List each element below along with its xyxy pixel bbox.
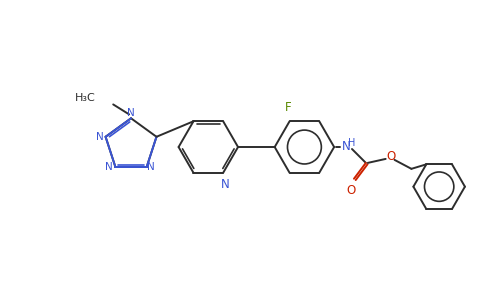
Text: H: H bbox=[348, 138, 355, 148]
Text: N: N bbox=[96, 132, 104, 142]
Text: H₃C: H₃C bbox=[75, 94, 95, 103]
Text: O: O bbox=[347, 184, 356, 197]
Text: N: N bbox=[342, 140, 351, 152]
Text: F: F bbox=[285, 101, 292, 114]
Text: N: N bbox=[221, 178, 229, 191]
Text: O: O bbox=[386, 150, 395, 164]
Text: N: N bbox=[127, 108, 135, 118]
Text: N: N bbox=[106, 162, 113, 172]
Text: N: N bbox=[147, 162, 154, 172]
